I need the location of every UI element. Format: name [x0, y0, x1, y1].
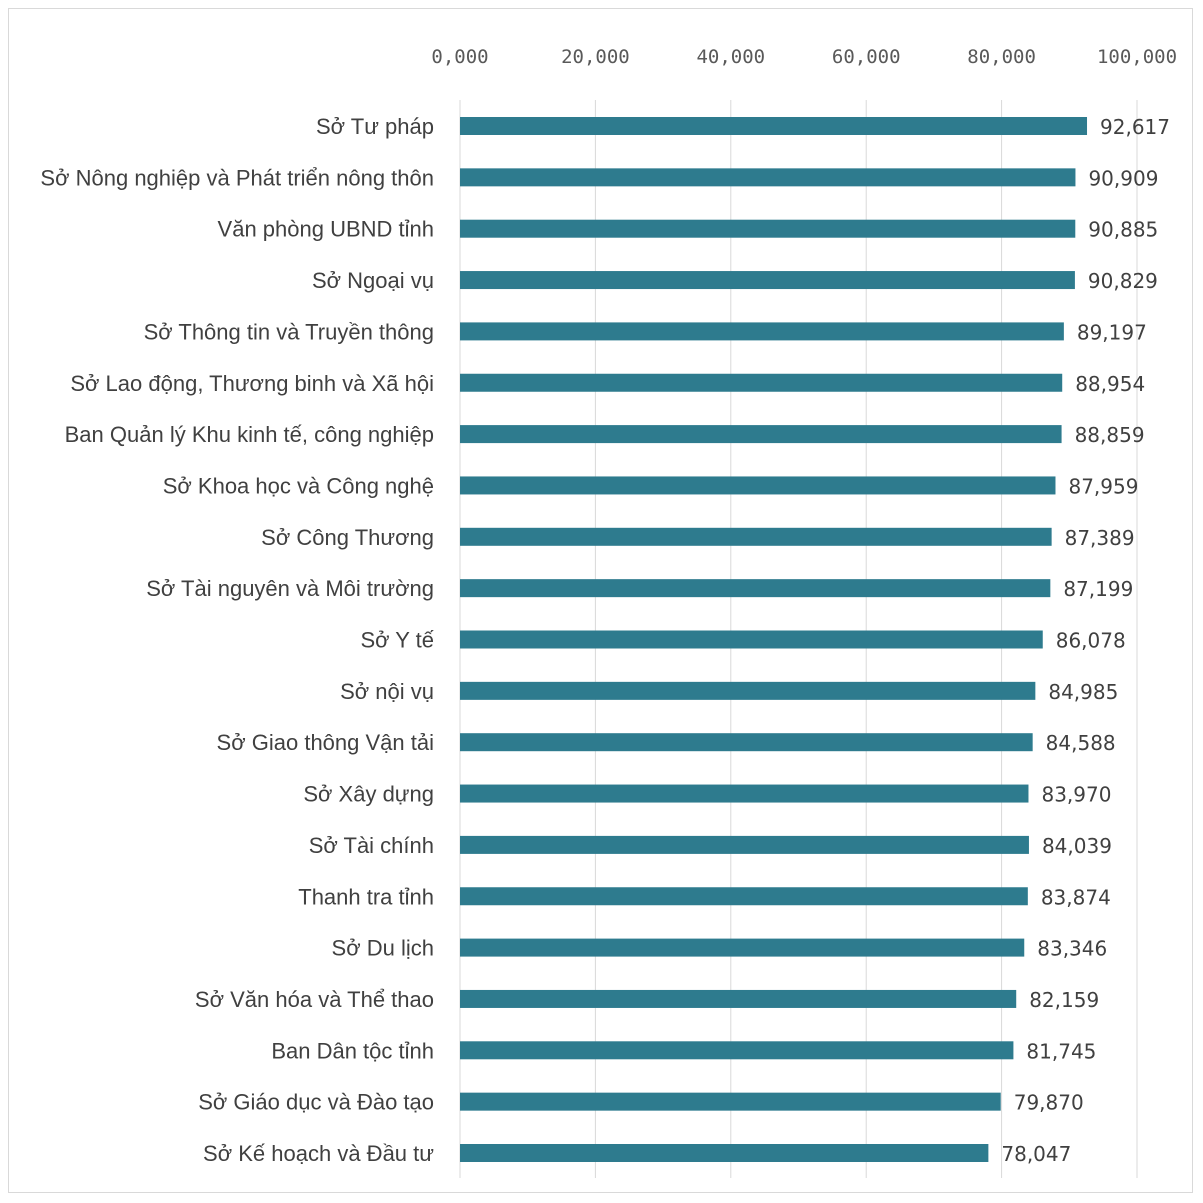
category-labels: Sở Tư pháp Sở Nông nghiệp và Phát triển n…: [40, 114, 434, 1166]
bar: [460, 476, 1056, 495]
bar: [460, 373, 1063, 392]
bar: [460, 989, 1017, 1008]
category-label: Sở Thông tin và Truyền thông: [144, 319, 434, 344]
data-label: 90,885: [1088, 218, 1158, 242]
x-tick-label: 60,000: [832, 46, 901, 68]
category-label: Sở Công Thương: [261, 525, 434, 550]
data-label: 84,985: [1048, 680, 1118, 704]
bar: [460, 835, 1029, 854]
data-label: 92,617: [1100, 115, 1170, 139]
category-label: Sở Tài chính: [309, 833, 434, 858]
bar: [460, 425, 1062, 444]
bar: [460, 168, 1076, 187]
data-label: 87,389: [1065, 526, 1135, 550]
data-label: 83,874: [1041, 885, 1111, 909]
category-label: Sở nội vụ: [340, 679, 434, 704]
bar: [460, 630, 1043, 649]
data-label: 78,047: [1001, 1142, 1071, 1166]
x-tick-label: 20,000: [561, 46, 630, 68]
category-label: Sở Y tế: [360, 628, 434, 653]
data-labels: 92,617 90,909 90,885 90,829 89,197 88,954 88,8…: [1001, 115, 1170, 1166]
category-label: Ban Quản lý Khu kinh tế, công nghiệp: [65, 422, 434, 447]
bar: [460, 681, 1036, 700]
data-label: 84,039: [1042, 834, 1112, 858]
category-label: Sở Giao thông Vận tải: [217, 730, 434, 755]
category-label: Sở Khoa học và Công nghệ: [163, 473, 434, 498]
category-label: Sở Văn hóa và Thể thao: [195, 987, 434, 1012]
x-axis-tick-labels: 0,000 20,000 40,000 60,000 80,000 100,000: [431, 46, 1177, 68]
category-label: Sở Nông nghiệp và Phát triển nông thôn: [40, 165, 434, 190]
data-label: 88,954: [1075, 372, 1145, 396]
data-label: 90,909: [1088, 166, 1158, 190]
category-label: Sở Xây dựng: [303, 782, 434, 807]
data-label: 90,829: [1088, 269, 1158, 293]
data-label: 86,078: [1056, 629, 1126, 653]
category-label: Thanh tra tỉnh: [298, 884, 434, 909]
bar: [460, 733, 1033, 752]
data-label: 82,159: [1029, 988, 1099, 1012]
bars: [460, 117, 1088, 1162]
bar: [460, 887, 1028, 906]
bar: [460, 938, 1025, 957]
category-label: Sở Ngoại vụ: [312, 268, 434, 293]
bar: [460, 322, 1064, 341]
bar: [460, 784, 1029, 803]
bar: [460, 1144, 989, 1162]
category-label: Sở Tài nguyên và Môi trường: [146, 576, 434, 601]
data-label: 87,199: [1063, 577, 1133, 601]
data-label: 79,870: [1014, 1091, 1084, 1115]
bar: [460, 271, 1075, 290]
bar: [460, 579, 1051, 598]
bar: [460, 1041, 1014, 1060]
bar: [460, 1092, 1001, 1111]
data-label: 83,970: [1041, 783, 1111, 807]
bar: [460, 117, 1088, 135]
category-label: Văn phòng UBND tỉnh: [218, 217, 434, 242]
x-tick-label: 80,000: [967, 46, 1036, 68]
data-label: 89,197: [1077, 320, 1147, 344]
category-label: Ban Dân tộc tỉnh: [271, 1038, 434, 1063]
data-label: 88,859: [1075, 423, 1145, 447]
data-label: 81,745: [1026, 1039, 1096, 1063]
data-label: 87,959: [1068, 474, 1138, 498]
data-label: 84,588: [1046, 731, 1116, 755]
x-tick-label: 0,000: [431, 46, 488, 68]
category-label: Sở Du lịch: [332, 936, 434, 961]
category-label: Sở Tư pháp: [316, 114, 434, 139]
x-tick-label: 100,000: [1097, 46, 1177, 68]
x-tick-label: 40,000: [696, 46, 765, 68]
category-label: Sở Kế hoạch và Đầu tư: [203, 1141, 434, 1166]
bar: [460, 219, 1076, 238]
category-label: Sở Giáo dục và Đào tạo: [198, 1090, 434, 1115]
category-label: Sở Lao động, Thương binh và Xã hội: [70, 371, 434, 396]
bar: [460, 527, 1052, 546]
data-label: 83,346: [1037, 937, 1107, 961]
